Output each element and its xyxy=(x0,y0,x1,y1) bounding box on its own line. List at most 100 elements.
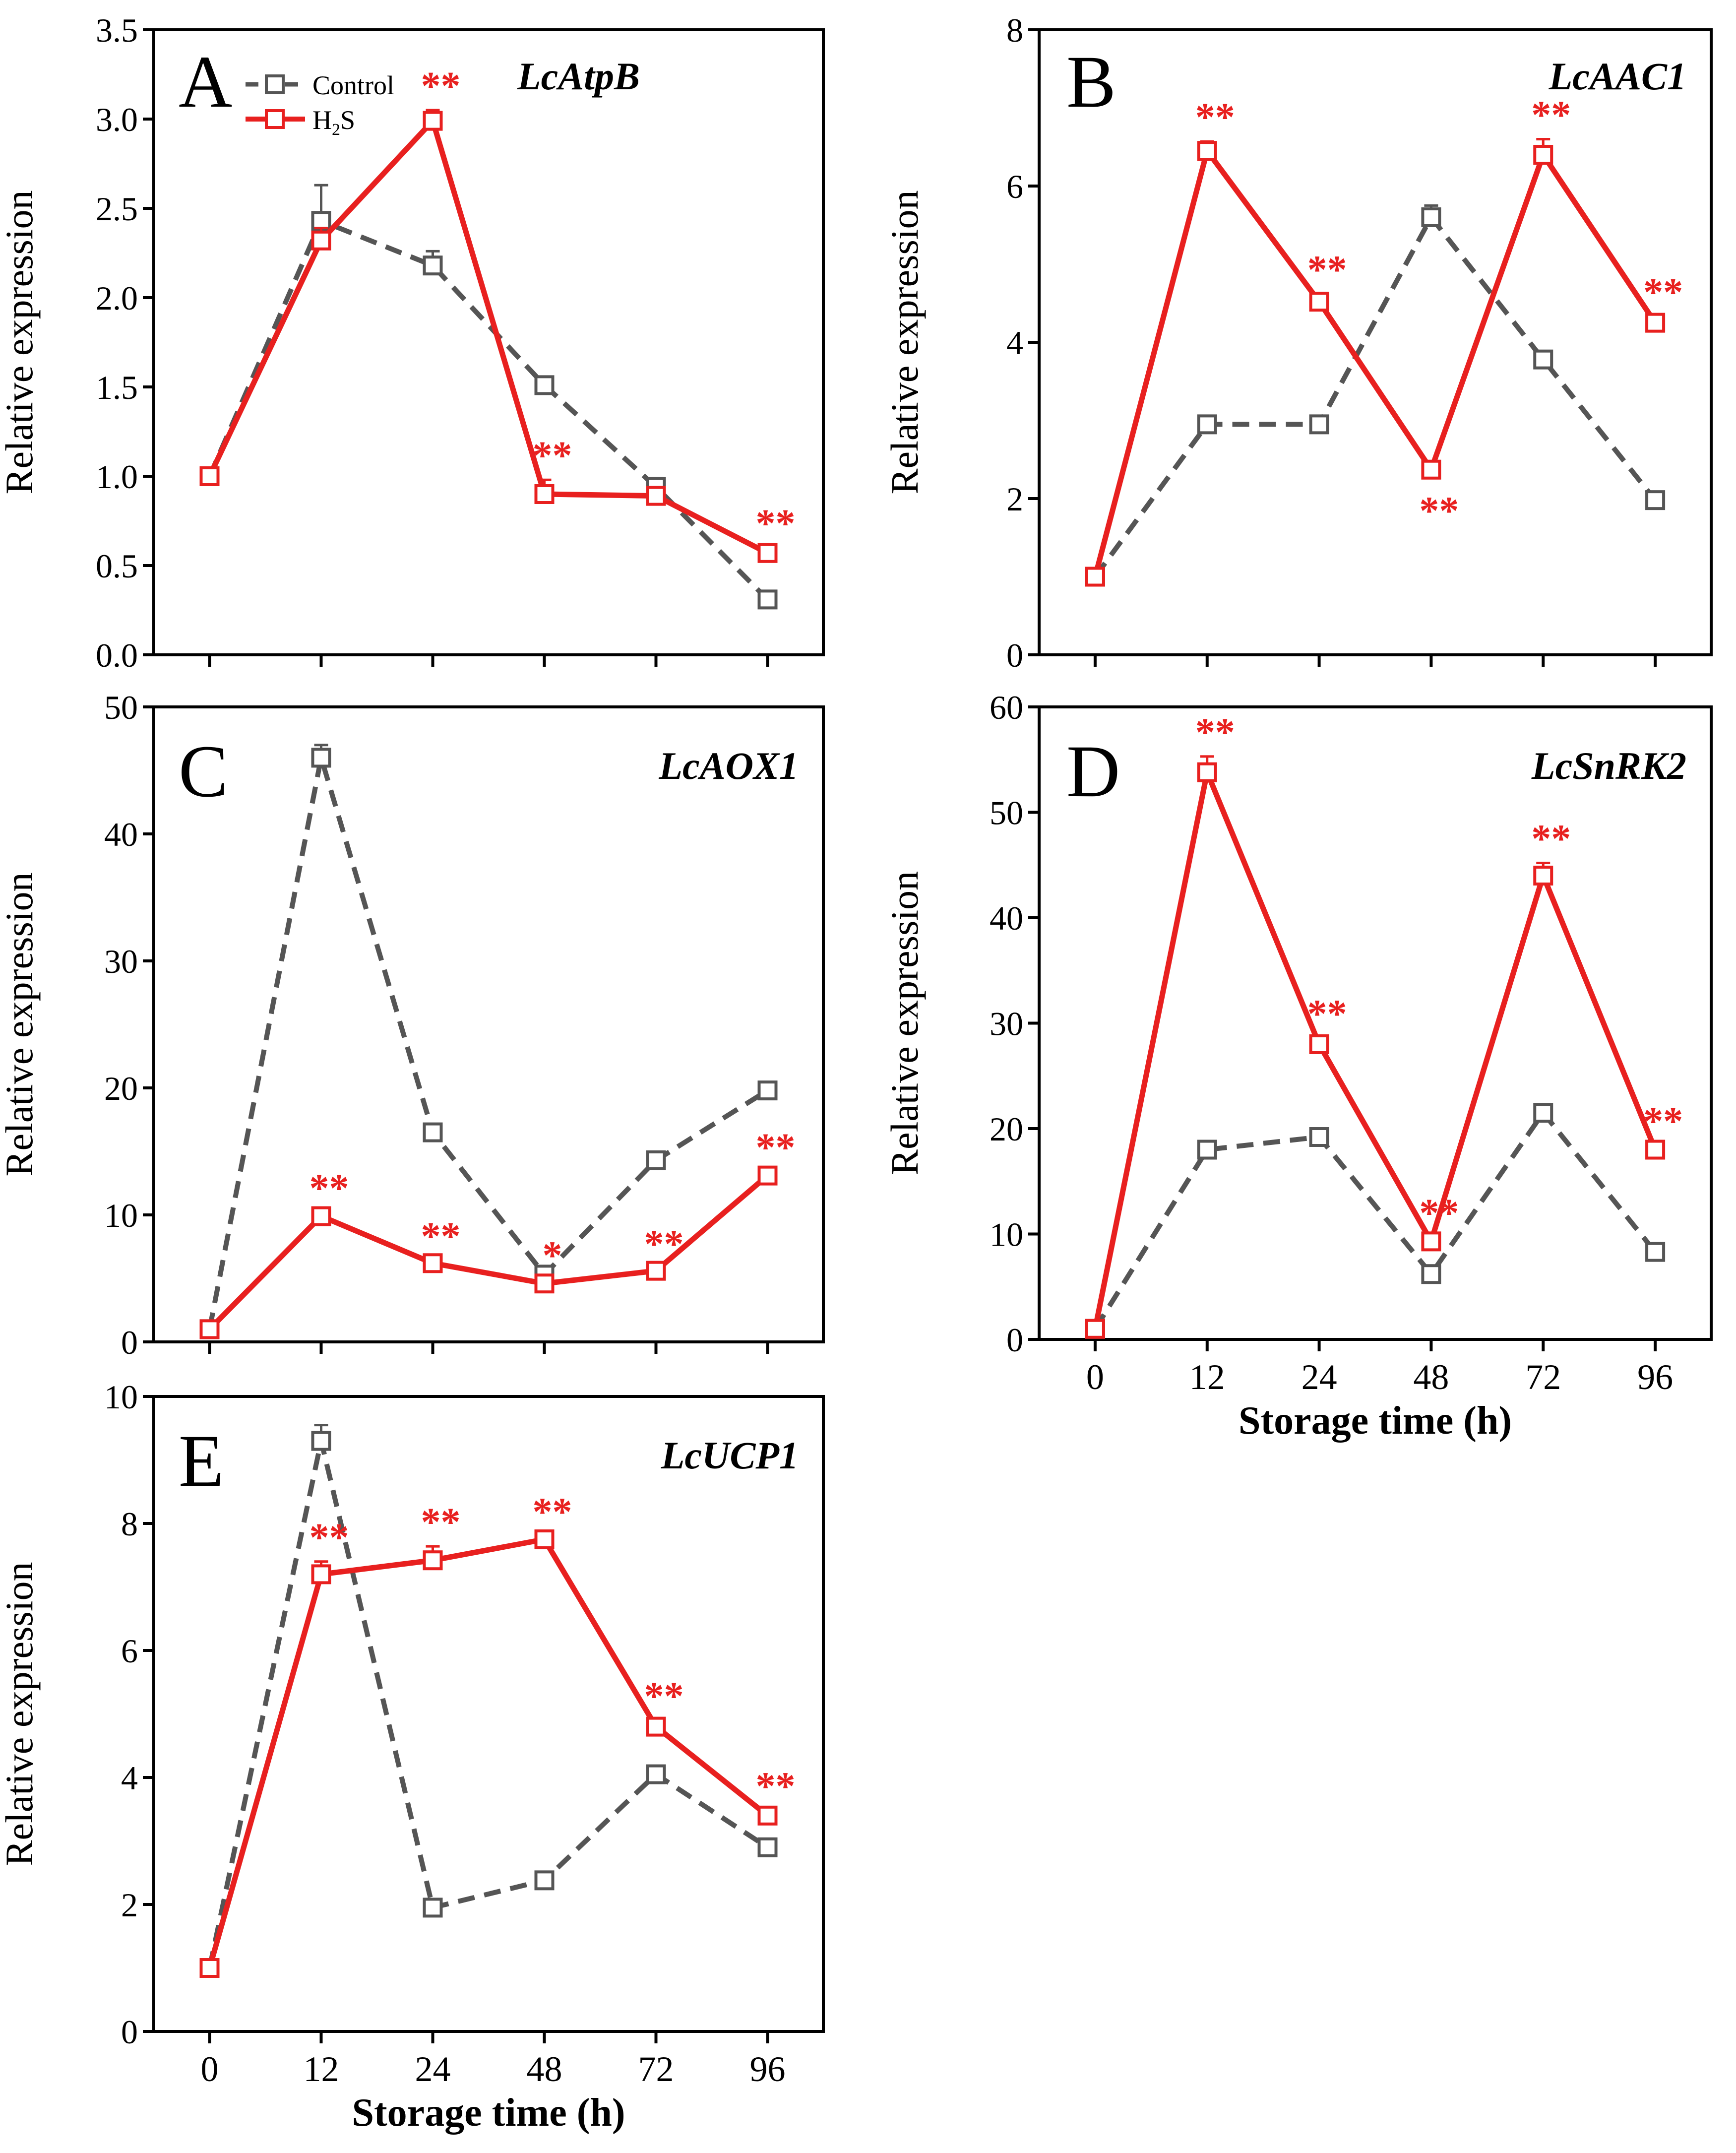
gene-title: LcAAC1 xyxy=(1549,55,1686,98)
significance-label: ** xyxy=(644,1223,684,1266)
data-point xyxy=(1421,1231,1441,1252)
data-point xyxy=(1309,292,1329,312)
panel-letter: B xyxy=(1066,41,1116,123)
significance-label: * xyxy=(543,1234,562,1278)
significance-label: ** xyxy=(1307,992,1347,1036)
y-tick-label: 60 xyxy=(990,689,1023,726)
data-point xyxy=(1309,1034,1329,1054)
series-control xyxy=(1085,204,1666,587)
series-line xyxy=(1093,1110,1657,1330)
x-tick-label: 24 xyxy=(415,2049,451,2089)
data-point xyxy=(534,1273,555,1294)
data-point xyxy=(1197,1140,1217,1160)
data-point xyxy=(1421,1264,1441,1284)
data-point xyxy=(1197,414,1217,435)
data-point xyxy=(1421,459,1441,480)
data-point xyxy=(423,1550,443,1571)
data-point xyxy=(1197,762,1217,782)
data-point xyxy=(199,1319,220,1339)
data-point xyxy=(646,1716,666,1737)
data-point xyxy=(1085,1319,1105,1339)
x-tick-label: 72 xyxy=(1525,1357,1561,1397)
data-point xyxy=(757,1805,778,1826)
series-h2s xyxy=(1085,138,1666,587)
y-tick-label: 6 xyxy=(121,1632,138,1670)
y-tick-label: 1.0 xyxy=(96,458,138,496)
legend-label-h2s: H2S xyxy=(312,105,355,139)
data-point xyxy=(534,484,555,504)
data-point xyxy=(1309,414,1329,435)
y-tick-label: 30 xyxy=(990,1005,1023,1043)
significance-label: ** xyxy=(756,1765,796,1809)
chart-panel-D: 0 10 20 30 40 50 60 0 12 24 48 72 96 Relative express… xyxy=(883,689,1713,1443)
significance-label: ** xyxy=(1307,248,1347,292)
significance-label: ** xyxy=(1195,711,1235,755)
data-point xyxy=(534,1870,555,1891)
data-point xyxy=(1645,313,1666,333)
data-point xyxy=(1533,349,1553,370)
series-line xyxy=(207,1438,769,1969)
series-line xyxy=(207,1536,769,1969)
y-axis-label: Relative expression xyxy=(0,1562,41,1866)
data-point xyxy=(311,230,331,251)
data-point xyxy=(534,375,555,395)
series-h2s xyxy=(199,1529,778,1978)
data-point xyxy=(1197,141,1217,161)
x-tick-label: 72 xyxy=(638,2049,674,2089)
y-axis-label: Relative expression xyxy=(0,190,41,495)
legend-label-control: Control xyxy=(312,70,394,100)
y-tick-label: 6 xyxy=(1006,168,1023,205)
significance-label: ** xyxy=(533,1491,572,1534)
data-point xyxy=(757,543,778,563)
gene-title: LcUCP1 xyxy=(661,1434,799,1477)
significance-label: ** xyxy=(1531,818,1571,861)
significance-label: ** xyxy=(421,64,461,108)
series-line xyxy=(207,755,769,1330)
significance-label: ** xyxy=(1643,1100,1683,1143)
data-point xyxy=(423,1253,443,1273)
y-tick-label: 2.0 xyxy=(96,279,138,317)
plot-frame xyxy=(152,705,825,1343)
data-point xyxy=(1645,490,1666,510)
data-point xyxy=(1645,1140,1666,1160)
data-point xyxy=(423,1122,443,1142)
y-tick-label: 20 xyxy=(990,1110,1023,1148)
legend: Control H2S xyxy=(246,70,394,139)
x-tick-label: 0 xyxy=(201,2049,219,2089)
y-tick-label: 0.0 xyxy=(96,636,138,674)
gene-title: LcSnRK2 xyxy=(1531,744,1686,787)
series-control xyxy=(199,744,778,1339)
series-h2s xyxy=(1085,755,1666,1339)
series-line xyxy=(207,1173,770,1331)
y-tick-label: 0.5 xyxy=(96,547,138,585)
panel-letter: C xyxy=(179,730,228,813)
x-tick-label: 0 xyxy=(1086,1357,1104,1397)
legend-marker-control xyxy=(265,74,285,94)
data-point xyxy=(534,1529,555,1549)
series-line xyxy=(1092,148,1658,577)
data-point xyxy=(757,1080,778,1101)
panel-letter: E xyxy=(179,1420,224,1502)
y-tick-label: 0 xyxy=(1006,636,1023,674)
data-point xyxy=(199,1958,220,1978)
significance-label: ** xyxy=(1531,94,1571,137)
data-point xyxy=(1533,1103,1553,1123)
data-point xyxy=(646,1150,666,1170)
data-point xyxy=(1421,207,1441,227)
panel-letter: D xyxy=(1066,730,1120,813)
significance-label: ** xyxy=(533,434,572,478)
significance-label: ** xyxy=(756,502,796,546)
significance-label: ** xyxy=(310,1167,349,1210)
x-axis-label: Storage time (h) xyxy=(1239,1399,1512,1443)
series-h2s xyxy=(199,109,778,563)
significance-label: ** xyxy=(421,1501,461,1544)
series-line xyxy=(1093,215,1657,578)
x-tick-label: 96 xyxy=(750,2049,786,2089)
series-control xyxy=(199,184,778,610)
y-axis-label: Relative expression xyxy=(0,873,41,1177)
y-tick-label: 3.0 xyxy=(96,101,138,138)
